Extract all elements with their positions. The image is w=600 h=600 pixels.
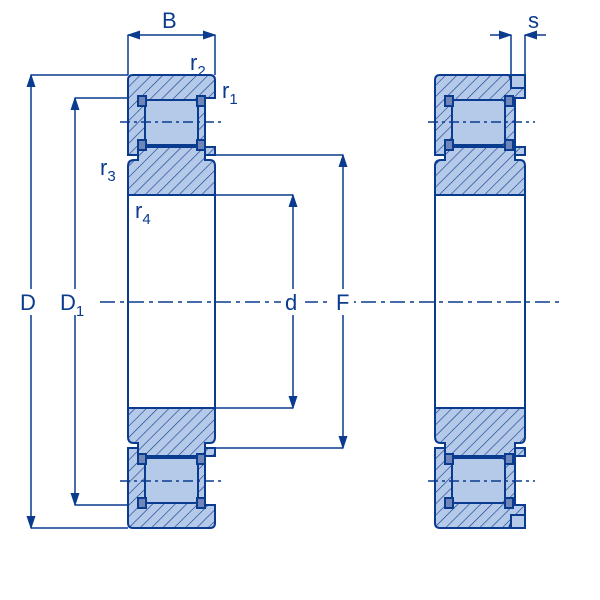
label-D1: D xyxy=(60,290,76,315)
label-r1: r1 xyxy=(222,78,238,108)
label-s: s xyxy=(528,8,539,33)
dim-D1: D1 xyxy=(55,98,128,505)
dim-s: s xyxy=(490,8,546,75)
label-r3: r3 xyxy=(100,155,116,185)
label-d: d xyxy=(285,290,297,315)
label-F: F xyxy=(336,290,349,315)
label-B: B xyxy=(162,8,177,33)
label-D: D xyxy=(20,290,36,315)
label-D1-sub: 1 xyxy=(76,303,84,320)
label-r4: r4 xyxy=(135,198,151,228)
bearing-diagram: D D1 d F B s r1 r2 r3 xyxy=(0,0,600,600)
